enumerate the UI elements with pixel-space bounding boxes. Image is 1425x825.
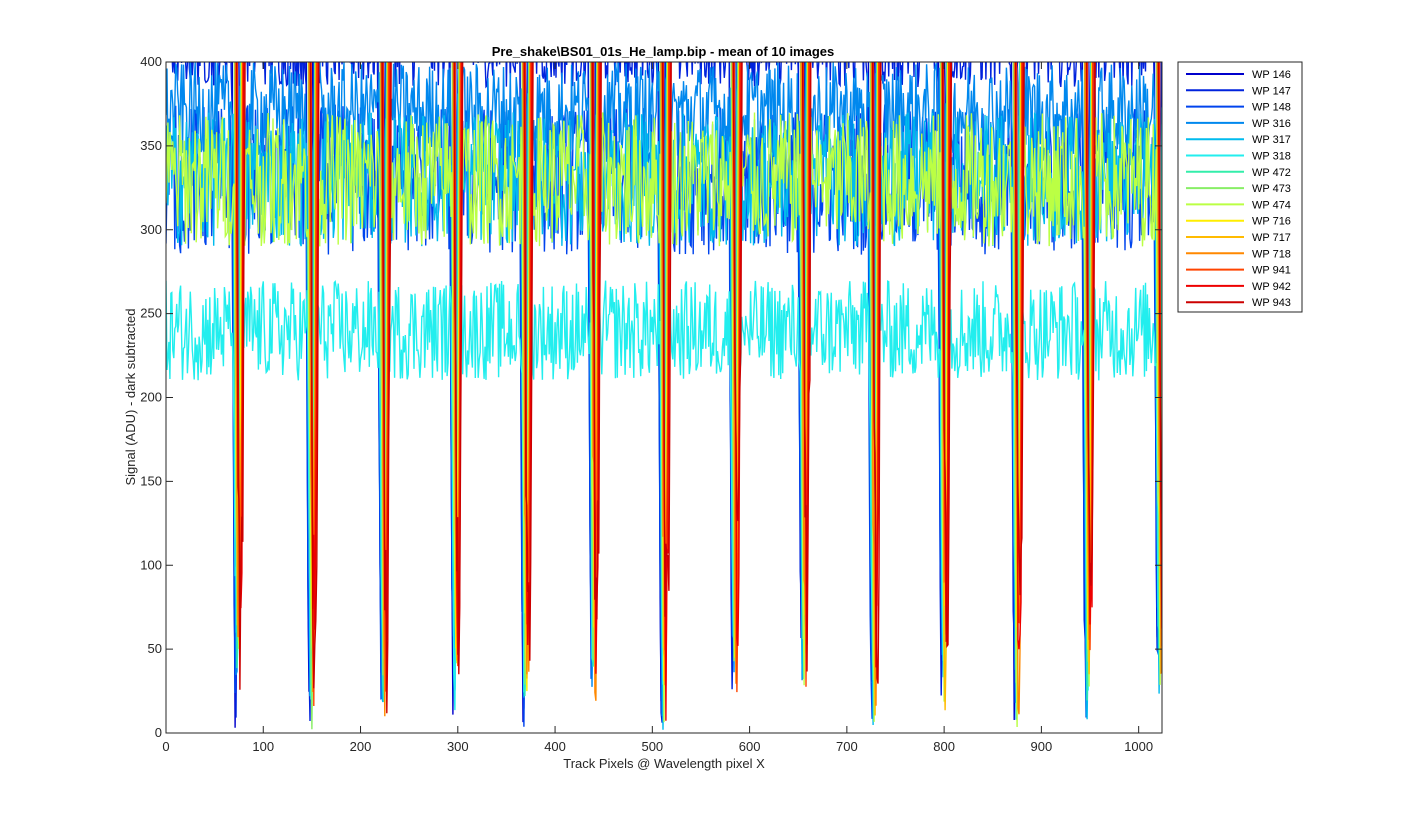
x-tick-label: 0	[162, 739, 169, 754]
x-tick-label: 900	[1031, 739, 1053, 754]
x-tick-label: 500	[641, 739, 663, 754]
legend-label: WP 146	[1252, 69, 1291, 81]
legend-label: WP 718	[1252, 248, 1291, 260]
legend-label: WP 317	[1252, 134, 1291, 146]
legend-label: WP 148	[1252, 102, 1291, 114]
y-tick-label: 250	[140, 306, 162, 321]
legend-label: WP 316	[1252, 118, 1291, 130]
legend-label: WP 473	[1252, 183, 1291, 195]
chart-title: Pre_shake\BS01_01s_He_lamp.bip - mean of…	[492, 44, 835, 59]
legend-label: WP 472	[1252, 167, 1291, 179]
x-tick-label: 700	[836, 739, 858, 754]
x-tick-label: 1000	[1124, 739, 1153, 754]
x-tick-label: 800	[933, 739, 955, 754]
series-layer	[166, 62, 1162, 730]
y-tick-label: 400	[140, 54, 162, 69]
series-line-wp-716	[235, 62, 1162, 703]
legend-label: WP 318	[1252, 151, 1291, 163]
y-tick-label: 200	[140, 390, 162, 405]
x-tick-label: 400	[544, 739, 566, 754]
legend-label: WP 942	[1252, 281, 1291, 293]
series-line-wp-943	[235, 62, 1162, 714]
legend-label: WP 943	[1252, 297, 1291, 309]
legend-label: WP 474	[1252, 199, 1291, 211]
y-axis-label: Signal (ADU) - dark subtracted	[123, 308, 138, 485]
y-tick-label: 350	[140, 138, 162, 153]
y-tick-label: 150	[140, 473, 162, 488]
y-tick-label: 300	[140, 222, 162, 237]
x-axis-label: Track Pixels @ Wavelength pixel X	[563, 756, 765, 771]
x-tick-label: 200	[350, 739, 372, 754]
y-tick-label: 50	[148, 641, 162, 656]
series-line-wp-717	[234, 62, 1162, 716]
x-tick-label: 300	[447, 739, 469, 754]
x-axis: 0 100 200 300 400 500 600 700 800 900 1000	[162, 62, 1153, 754]
y-tick-label: 100	[140, 557, 162, 572]
y-tick-label: 0	[155, 725, 162, 740]
legend-label: WP 717	[1252, 232, 1291, 244]
y-axis: 0 50 100 150 200 250 300 350 400	[140, 54, 1162, 740]
legend-label: WP 147	[1252, 85, 1291, 97]
legend: WP 146 WP 147 WP 148 WP 316 WP 317 WP 318 WP 4…	[1177, 61, 1303, 313]
legend-label: WP 716	[1252, 216, 1291, 228]
legend-label: WP 941	[1252, 265, 1291, 277]
x-tick-label: 100	[252, 739, 274, 754]
series-line-wp-474	[166, 112, 1162, 728]
x-tick-label: 600	[739, 739, 761, 754]
